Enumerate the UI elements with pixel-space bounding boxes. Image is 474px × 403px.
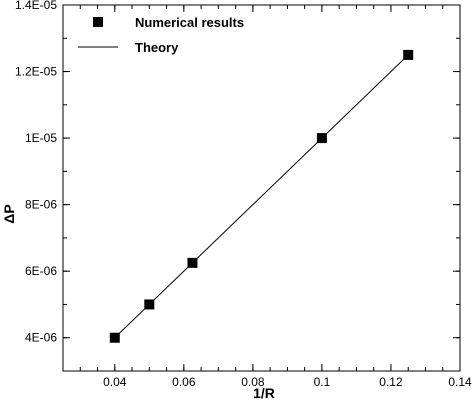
x-axis-title: 1/R [253,385,275,401]
y-tick-label: 8E-06 [25,198,57,212]
x-tick-label: 0.14 [448,375,472,389]
plot-frame [62,4,461,372]
x-tick-label: 0.08 [241,375,265,389]
x-tick-label: 0.12 [379,375,403,389]
x-axis: 0.04 0.06 0.08 0.1 0.12 0.14 [62,5,472,389]
series-layer [109,49,414,343]
legend-marker-square [93,17,103,27]
theory-line [114,54,409,339]
legend: Numerical results Theory [78,15,244,55]
data-point [403,49,414,60]
data-point [187,257,198,268]
x-tick-label: 0.1 [314,375,331,389]
y-axis: 4E-06 6E-06 8E-06 1E-05 1.2E-05 1.4E-05 [15,0,460,372]
legend-label: Theory [135,40,179,55]
y-tick-label: 6E-06 [25,264,57,278]
data-point [144,299,155,310]
x-tick-label: 0.04 [103,375,127,389]
y-tick-label: 1.2E-05 [15,65,57,79]
y-tick-label: 1.4E-05 [15,0,57,12]
data-point [109,332,120,343]
y-axis-title: ΔP [1,204,17,223]
legend-label: Numerical results [135,15,244,30]
y-tick-label: 1E-05 [25,131,57,145]
data-point [316,133,327,144]
y-tick-label: 4E-06 [25,331,57,345]
x-tick-label: 0.06 [172,375,196,389]
plot-area [62,4,461,372]
